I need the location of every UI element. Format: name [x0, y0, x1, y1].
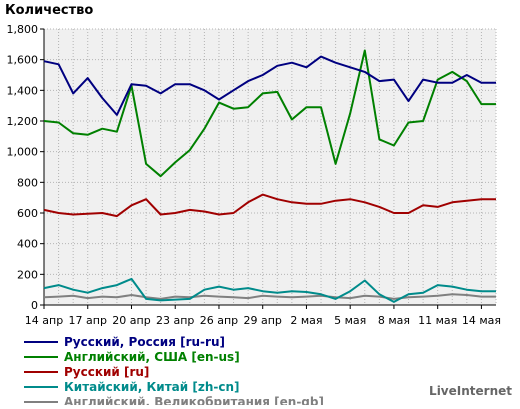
x-tick-label: 14 апр	[25, 314, 63, 327]
y-tick-label: 0	[31, 299, 38, 312]
series-line	[43, 293, 496, 300]
y-tick-label: 200	[17, 268, 38, 281]
series-line	[43, 277, 496, 303]
legend-label: Китайский, Китай [zh-cn]	[64, 380, 239, 394]
y-tick-label: 600	[17, 207, 38, 220]
plot-area	[44, 29, 496, 305]
x-tick-label: 26 апр	[200, 314, 238, 327]
x-tick-label: 2 мая	[290, 314, 322, 327]
x-tick-label: 29 апр	[243, 314, 281, 327]
x-tick-label: 20 апр	[112, 314, 150, 327]
x-tick-label: 23 апр	[156, 314, 194, 327]
y-tick-label: 800	[17, 176, 38, 189]
y-axis-title: Количество	[5, 3, 94, 18]
legend-label: Английский, Великобритания [en-gb]	[64, 395, 324, 405]
series-line	[43, 49, 496, 178]
y-tick-label: 1,400	[7, 84, 39, 97]
y-tick-label: 400	[17, 238, 38, 251]
legend-label: Русский, Россия [ru-ru]	[64, 335, 225, 349]
y-tick-label: 1,800	[7, 23, 39, 36]
series-line	[43, 193, 496, 218]
x-tick-label: 11 мая	[418, 314, 457, 327]
y-tick-label: 1,000	[7, 146, 39, 159]
brand-label: LiveInternet	[429, 384, 512, 398]
x-tick-label: 8 мая	[378, 314, 410, 327]
legend-label: Русский [ru]	[64, 365, 149, 379]
y-tick-label: 1,200	[7, 115, 39, 128]
series-line	[43, 55, 496, 116]
legend-label: Английский, США [en-us]	[64, 350, 240, 364]
x-tick-label: 5 мая	[334, 314, 366, 327]
x-tick-label: 17 апр	[69, 314, 107, 327]
y-tick-label: 1,600	[7, 54, 39, 67]
x-tick-label: 14 мая	[462, 314, 501, 327]
